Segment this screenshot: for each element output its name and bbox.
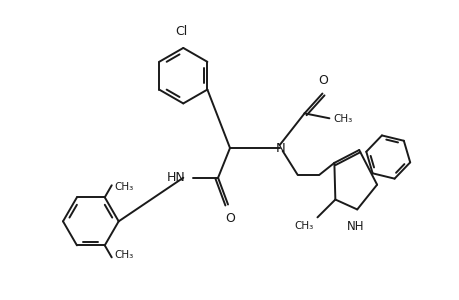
Text: Cl: Cl [175,25,187,38]
Text: HN: HN [166,171,185,184]
Text: N: N [275,142,285,154]
Text: CH₃: CH₃ [114,250,134,260]
Text: CH₃: CH₃ [333,114,352,124]
Text: NH: NH [346,220,363,233]
Text: CH₃: CH₃ [294,221,313,231]
Text: CH₃: CH₃ [114,182,134,192]
Text: O: O [318,74,328,87]
Text: O: O [224,212,235,225]
